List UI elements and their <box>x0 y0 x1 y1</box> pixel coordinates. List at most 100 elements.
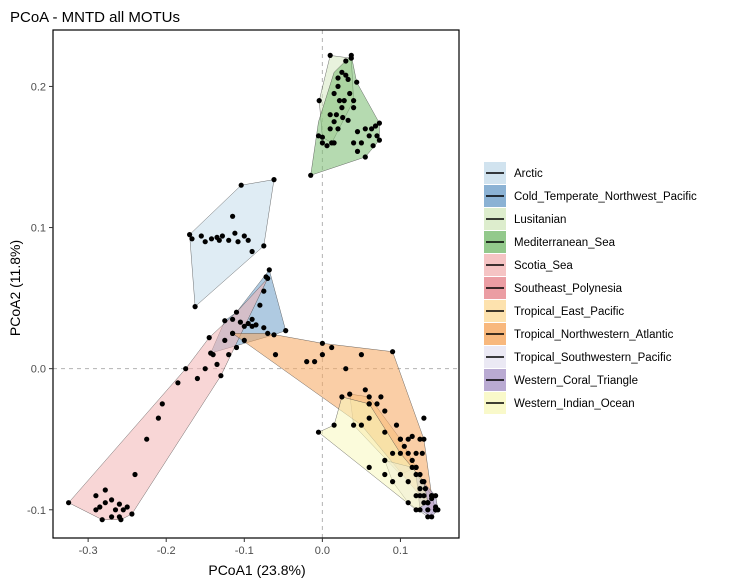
point-tropical-northwestern-atlantic <box>378 394 384 400</box>
point-arctic <box>192 304 198 310</box>
point-tropical-northwestern-atlantic <box>343 366 349 372</box>
point-western-indian-ocean <box>397 450 403 456</box>
point-lusitanian <box>335 83 341 89</box>
point-scotia-sea <box>222 337 228 343</box>
point-cold-temperate-northwest-pacific <box>249 316 255 322</box>
point-tropical-east-pacific <box>366 415 372 421</box>
point-cold-temperate-northwest-pacific <box>241 323 247 329</box>
point-western-indian-ocean <box>413 507 419 513</box>
point-western-coral-triangle <box>433 504 439 510</box>
y-tick-label: 0.1 <box>31 223 46 235</box>
point-western-indian-ocean <box>382 471 388 478</box>
legend-label-tropical-east-pacific: Tropical_East_Pacific <box>514 306 624 318</box>
point-mediterranean-sea <box>362 126 368 132</box>
point-western-indian-ocean <box>405 479 411 485</box>
point-tropical-east-pacific <box>382 429 388 435</box>
point-mediterranean-sea <box>366 133 372 139</box>
point-western-coral-triangle <box>429 495 435 502</box>
point-cold-temperate-northwest-pacific <box>237 319 243 325</box>
point-tropical-northwestern-atlantic <box>329 344 335 351</box>
point-scotia-sea <box>116 514 122 520</box>
point-scotia-sea <box>129 511 135 517</box>
point-arctic <box>241 233 247 239</box>
legend-label-arctic: Arctic <box>514 168 543 180</box>
point-mediterranean-sea <box>354 129 361 135</box>
point-cold-temperate-northwest-pacific <box>233 309 240 315</box>
point-mediterranean-sea <box>354 79 360 85</box>
point-scotia-sea <box>194 375 200 382</box>
point-tropical-southwestern-pacific <box>421 500 427 506</box>
legend: Arctic Cold_Temperate_Northwest_Pacific Lu… <box>484 162 697 414</box>
point-western-indian-ocean <box>366 401 372 407</box>
x-tick-label: -0.3 <box>79 545 98 557</box>
y-tick-label: 0.2 <box>31 81 46 93</box>
point-tropical-southwestern-pacific <box>382 457 388 463</box>
point-mediterranean-sea <box>308 172 314 178</box>
point-scotia-sea <box>66 500 72 506</box>
point-arctic <box>249 248 255 255</box>
point-cold-temperate-northwest-pacific <box>261 325 267 331</box>
point-tropical-northwestern-atlantic <box>358 352 364 358</box>
x-axis: -0.3 -0.2 -0.1 0.0 0.1 <box>79 538 408 557</box>
point-scotia-sea <box>183 366 189 372</box>
point-tropical-northwestern-atlantic <box>417 493 423 499</box>
point-western-indian-ocean <box>339 394 345 400</box>
point-arctic <box>245 237 251 243</box>
point-arctic <box>202 239 208 245</box>
point-tropical-northwestern-atlantic <box>272 352 279 358</box>
point-tropical-northwestern-atlantic <box>362 387 368 393</box>
point-arctic <box>189 236 195 242</box>
hull-arctic <box>189 179 275 308</box>
point-scotia-sea <box>233 344 240 351</box>
panel-border <box>52 29 460 539</box>
point-tropical-northwestern-atlantic <box>230 330 236 336</box>
point-western-indian-ocean <box>331 422 337 428</box>
point-lusitanian <box>343 72 349 78</box>
point-arctic <box>232 230 238 236</box>
legend-label-cold-temperate-northwest-pacific: Cold_Temperate_Northwest_Pacific <box>514 191 697 203</box>
point-arctic <box>271 177 277 183</box>
point-mediterranean-sea <box>354 148 361 154</box>
point-mediterranean-sea <box>331 90 337 97</box>
point-tropical-east-pacific <box>397 471 403 478</box>
point-tropical-northwestern-atlantic <box>417 471 423 478</box>
legend-label-tropical-northwestern-atlantic: Tropical_Northwestern_Atlantic <box>514 329 674 341</box>
point-cold-temperate-northwest-pacific <box>283 328 289 334</box>
point-tropical-northwestern-atlantic <box>422 486 428 492</box>
point-tropical-northwestern-atlantic <box>312 359 318 365</box>
legend-label-southeast-polynesia: Southeast_Polynesia <box>514 283 623 295</box>
point-mediterranean-sea <box>370 143 376 149</box>
point-scotia-sea <box>144 436 150 442</box>
point-mediterranean-sea <box>362 154 368 160</box>
point-scotia-sea <box>261 288 267 294</box>
point-scotia-sea <box>206 335 212 341</box>
point-mediterranean-sea <box>345 76 351 82</box>
point-tropical-northwestern-atlantic <box>413 464 419 470</box>
point-western-coral-triangle <box>417 507 423 513</box>
point-tropical-southwestern-pacific <box>390 479 396 485</box>
point-scotia-sea <box>155 415 161 421</box>
point-scotia-sea <box>109 514 115 520</box>
point-scotia-sea <box>257 302 263 308</box>
point-scotia-sea <box>116 501 122 507</box>
point-mediterranean-sea <box>376 120 382 126</box>
point-mediterranean-sea <box>341 98 347 104</box>
point-cold-temperate-northwest-pacific <box>222 318 228 324</box>
y-tick-label: -0.1 <box>27 505 46 517</box>
point-scotia-sea <box>249 323 255 329</box>
point-arctic <box>187 232 193 238</box>
point-tropical-northwestern-atlantic <box>382 408 388 414</box>
point-scotia-sea <box>112 507 119 513</box>
point-tropical-northwestern-atlantic <box>397 436 403 442</box>
legend-label-tropical-southwestern-pacific: Tropical_Southwestern_Pacific <box>514 352 672 364</box>
point-mediterranean-sea <box>315 133 322 139</box>
point-scotia-sea <box>159 401 165 407</box>
point-arctic <box>230 213 236 219</box>
point-mediterranean-sea <box>374 133 380 139</box>
point-tropical-east-pacific <box>347 391 353 397</box>
point-mediterranean-sea <box>336 98 343 104</box>
point-mediterranean-sea <box>372 123 379 129</box>
point-scotia-sea <box>218 373 224 379</box>
point-western-coral-triangle <box>413 471 419 478</box>
